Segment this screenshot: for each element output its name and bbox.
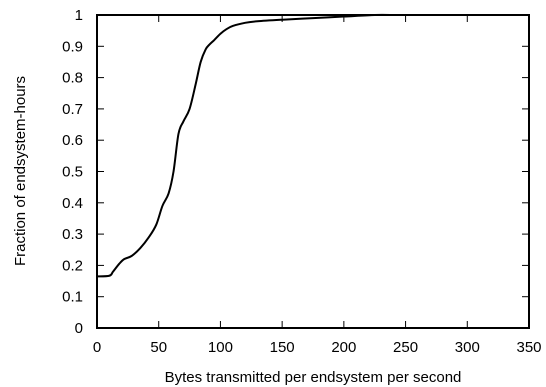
x-tick-label: 0 [93,339,101,356]
ticks-layer [96,14,530,329]
x-tick-label: 200 [331,339,356,356]
y-tick-label: 0.4 [62,195,83,212]
y-tick-label: 0.1 [62,289,83,306]
x-axis-title: Bytes transmitted per endsystem per seco… [165,369,462,386]
y-tick-label: 0 [75,320,83,337]
series-layer [96,13,394,278]
y-tick-label: 0.7 [62,101,83,118]
plot-frame [96,14,530,329]
x-tick-label: 50 [150,339,167,356]
y-tick-label: 0.8 [62,70,83,87]
y-tick-label: 0.6 [62,132,83,149]
x-tick-label: 100 [208,339,233,356]
y-tick-label: 0.5 [62,164,83,181]
cdf-line [96,13,394,278]
y-tick-label: 0.2 [62,257,83,274]
y-tick-label: 0.3 [62,226,83,243]
y-tick-label: 1 [75,7,83,24]
x-tick-label: 300 [455,339,480,356]
x-tick-label: 250 [393,339,418,356]
y-axis-title: Fraction of endsystem-hours [12,76,29,266]
x-tick-label: 350 [516,339,541,356]
tick-labels-layer: 0 50 100 150 200 250 300 350 0 0.1 0.2 0.3 0.4 0.5 0.6… [62,7,541,356]
x-tick-label: 150 [270,339,295,356]
y-tick-label: 0.9 [62,38,83,55]
